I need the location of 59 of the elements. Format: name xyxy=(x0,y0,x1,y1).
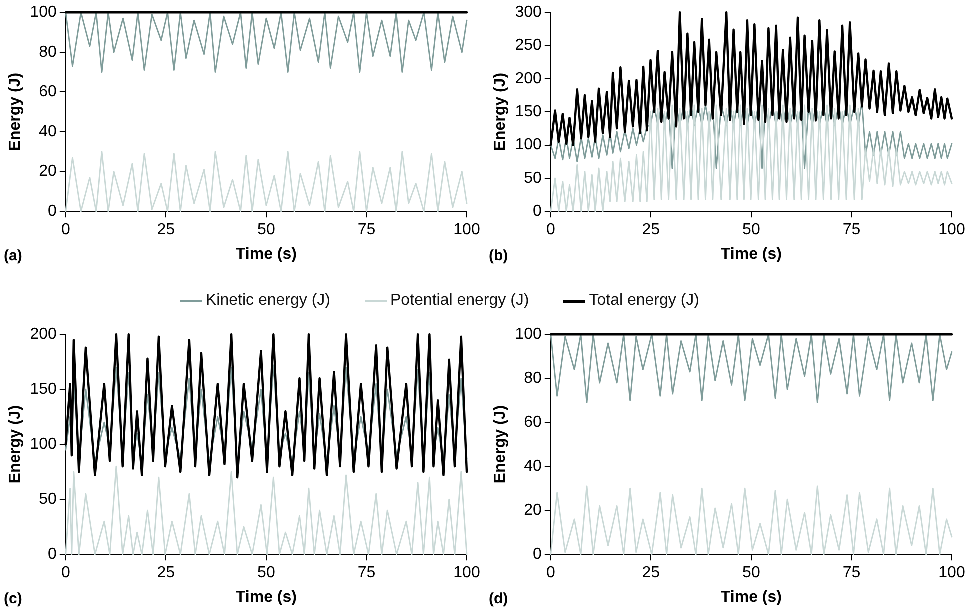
y-tick-label: 0 xyxy=(532,203,542,220)
y-axis-title: Energy (J) xyxy=(7,405,24,484)
x-axis-title: Time (s) xyxy=(236,246,297,263)
x-tick-label: 100 xyxy=(938,564,966,582)
y-tick-label: 100 xyxy=(30,4,57,22)
y-tick-label: 200 xyxy=(30,326,57,344)
x-tick-label: 50 xyxy=(258,222,276,239)
y-tick-label: 100 xyxy=(515,136,542,154)
x-tick-label: 25 xyxy=(157,564,176,582)
y-tick-label: 80 xyxy=(39,44,57,61)
x-tick-label: 25 xyxy=(642,222,660,239)
y-axis-title: Energy (J) xyxy=(492,72,510,152)
x-tick-label: 0 xyxy=(61,222,70,239)
text: (d) xyxy=(489,590,508,608)
y-tick-label: 250 xyxy=(515,37,542,54)
x-tick-label: 0 xyxy=(546,564,556,582)
y-tick-label: 20 xyxy=(524,502,542,520)
y-tick-label: 150 xyxy=(515,104,542,121)
x-tick-label: 75 xyxy=(358,564,376,582)
y-tick-label: 0 xyxy=(532,546,542,564)
y-tick-label: 200 xyxy=(515,70,542,88)
y-tick-label: 150 xyxy=(30,381,57,398)
x-tick-label: 100 xyxy=(938,222,966,239)
y-tick-label: 60 xyxy=(39,84,57,101)
text: (c) xyxy=(4,590,22,608)
x-tick-label: 100 xyxy=(454,222,480,239)
text: (a) xyxy=(4,248,22,265)
y-tick-label: 40 xyxy=(524,458,542,476)
x-tick-label: 50 xyxy=(742,564,760,582)
x-tick-label: 50 xyxy=(742,222,760,239)
x-tick-label: 25 xyxy=(642,564,660,582)
y-axis-title: Energy (J) xyxy=(492,405,510,484)
y-tick-label: 20 xyxy=(39,163,57,180)
y-tick-label: 0 xyxy=(48,546,57,564)
y-tick-label: 300 xyxy=(515,4,542,22)
x-tick-label: 75 xyxy=(358,222,376,239)
y-tick-label: 100 xyxy=(515,326,542,344)
y-tick-label: 50 xyxy=(524,170,542,187)
x-tick-label: 0 xyxy=(61,564,70,582)
x-tick-label: 0 xyxy=(546,222,556,239)
y-axis-title: Energy (J) xyxy=(7,72,24,152)
x-axis-title: Time (s) xyxy=(236,588,297,606)
x-tick-label: 50 xyxy=(258,564,276,582)
x-tick-label: 100 xyxy=(454,564,480,582)
y-tick-label: 50 xyxy=(39,491,57,508)
legend-label: Potential energy (J) xyxy=(390,292,530,310)
text: (b) xyxy=(489,248,508,265)
x-tick-label: 25 xyxy=(157,222,176,239)
x-axis-title: Time (s) xyxy=(720,246,782,263)
y-tick-label: 0 xyxy=(48,203,57,220)
legend-label: Total energy (J) xyxy=(589,292,700,310)
legend-label: Kinetic energy (J) xyxy=(206,292,330,310)
y-tick-label: 80 xyxy=(524,370,542,388)
x-axis-title: Time (s) xyxy=(720,588,782,606)
y-tick-label: 100 xyxy=(30,436,57,454)
x-tick-label: 75 xyxy=(842,222,861,239)
y-tick-label: 60 xyxy=(524,414,542,432)
x-tick-label: 75 xyxy=(842,564,861,582)
y-tick-label: 40 xyxy=(39,123,57,140)
